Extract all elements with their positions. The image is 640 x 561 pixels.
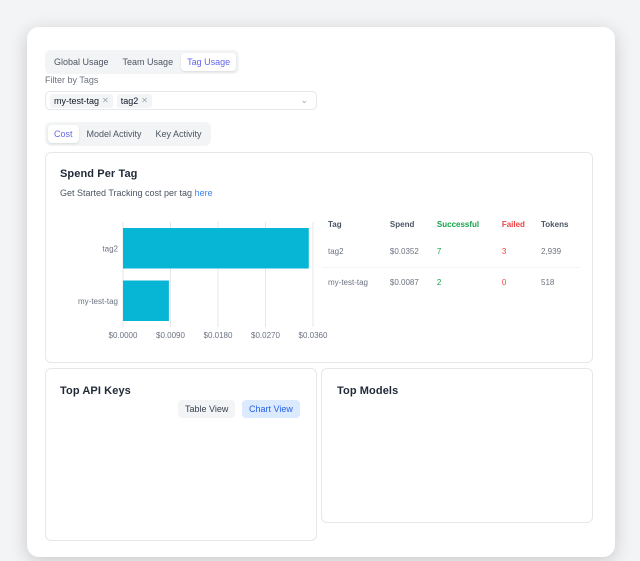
header-failed: Failed	[501, 219, 525, 229]
cell-failed: 3	[495, 236, 535, 268]
table-row: my-test-tag $0.0087 2 0 518	[322, 267, 580, 298]
tag-filter-select[interactable]: my-test-tag ✕ tag2 ✕ ⌄	[45, 91, 317, 110]
bar	[123, 228, 309, 269]
tag-chip: my-test-tag ✕	[50, 93, 113, 108]
top-api-keys-card	[45, 368, 317, 541]
table-row: tag2 $0.0352 7 3 2,939	[322, 236, 580, 268]
top-models-title: Top Models	[337, 385, 399, 397]
cell-tokens: 2,939	[535, 236, 580, 268]
tab-cost[interactable]: Cost	[48, 125, 79, 143]
top-api-keys-title: Top API Keys	[60, 385, 131, 397]
top-models-card	[321, 368, 593, 523]
category-label: tag2	[102, 244, 118, 253]
tag-chip-label: tag2	[120, 95, 139, 106]
tick-label: $0.0000	[109, 331, 138, 340]
tab-global-usage[interactable]: Global Usage	[54, 57, 109, 67]
here-link[interactable]: here	[194, 188, 213, 198]
cell-successful: 2	[436, 278, 442, 288]
tab-key-activity[interactable]: Key Activity	[155, 129, 202, 139]
filter-label: Filter by Tags	[45, 75, 99, 85]
chart-view-button[interactable]: Chart View	[242, 400, 300, 418]
tab-tag-usage[interactable]: Tag Usage	[181, 53, 237, 71]
bar	[123, 280, 169, 321]
spend-per-tag-title: Spend Per Tag	[60, 168, 138, 180]
cell-tag: my-test-tag	[328, 278, 369, 288]
close-icon[interactable]: ✕	[102, 96, 109, 105]
close-icon[interactable]: ✕	[141, 96, 148, 105]
header-tokens: Tokens	[541, 219, 569, 229]
header-successful: Successful	[436, 219, 480, 229]
tab-team-usage[interactable]: Team Usage	[122, 57, 174, 67]
category-label: my-test-tag	[78, 297, 118, 306]
tick-label: $0.0360	[299, 331, 328, 340]
subtitle-text: Get Started Tracking cost per tag	[60, 188, 195, 198]
table-header: Tag Spend Successful Failed Tokens	[322, 212, 580, 236]
tab-model-activity[interactable]: Model Activity	[86, 129, 142, 139]
chevron-down-icon[interactable]: ⌄	[300, 95, 308, 105]
tag-chip: tag2 ✕	[116, 93, 152, 108]
header-tag: Tag	[328, 219, 342, 229]
cell-tag: tag2	[322, 236, 384, 268]
tick-label: $0.0180	[204, 331, 233, 340]
tag-spend-table: Tag Spend Successful Failed Tokens tag2 …	[322, 212, 580, 298]
table-view-button[interactable]: Table View	[178, 400, 236, 418]
cost-tabs: Cost Model Activity Key Activity	[45, 122, 211, 146]
usage-tabs: Global Usage Team Usage Tag Usage	[45, 50, 240, 74]
tag-chip-label: my-test-tag	[54, 95, 100, 106]
header-spend: Spend	[389, 219, 415, 229]
tick-label: $0.0270	[251, 331, 280, 340]
cell-spend: $0.0087	[389, 278, 419, 288]
cell-spend: $0.0352	[383, 236, 431, 268]
cell-successful: 7	[430, 236, 496, 268]
spend-per-tag-subtitle: Get Started Tracking cost per tag here	[60, 188, 213, 198]
cell-tokens: 518	[541, 278, 555, 288]
tick-label: $0.0090	[156, 331, 185, 340]
cell-failed: 0	[501, 278, 507, 288]
